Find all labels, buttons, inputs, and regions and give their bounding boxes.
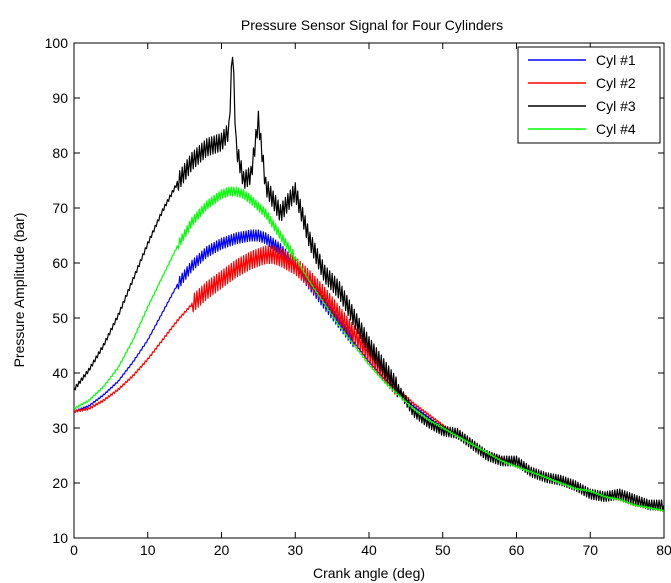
legend-label: Cyl #4 [596, 121, 636, 137]
y-tick-label: 30 [52, 420, 68, 436]
y-tick-label: 70 [52, 200, 68, 216]
x-tick-label: 10 [140, 542, 156, 558]
chart-title: Pressure Sensor Signal for Four Cylinder… [241, 17, 503, 33]
y-tick-label: 60 [52, 255, 68, 271]
x-axis-label: Crank angle (deg) [313, 565, 425, 581]
series-line-cyl-3 [74, 56, 664, 511]
x-tick-label: 50 [435, 542, 451, 558]
x-tick-label: 40 [361, 542, 377, 558]
legend-box [517, 46, 661, 144]
y-tick-label: 10 [52, 530, 68, 546]
y-tick-label: 90 [52, 90, 68, 106]
y-tick-label: 20 [52, 475, 68, 491]
y-tick-label: 50 [52, 310, 68, 326]
x-tick-label: 30 [287, 542, 303, 558]
legend-label: Cyl #1 [596, 52, 636, 68]
x-tick-label: 70 [582, 542, 598, 558]
y-tick-label: 100 [45, 35, 69, 51]
y-tick-label: 80 [52, 145, 68, 161]
series-line-cyl-4 [74, 186, 664, 512]
y-tick-label: 40 [52, 365, 68, 381]
legend-label: Cyl #3 [596, 98, 636, 114]
legend-label: Cyl #2 [596, 75, 636, 91]
x-tick-label: 0 [70, 542, 78, 558]
x-tick-label: 20 [214, 542, 230, 558]
y-axis-label: Pressure Amplitude (bar) [11, 213, 27, 368]
series-layer [74, 56, 664, 512]
x-tick-label: 60 [509, 542, 525, 558]
x-tick-label: 80 [656, 542, 671, 558]
legend: Cyl #1 Cyl #2 Cyl #3 Cyl #4 [517, 46, 661, 144]
